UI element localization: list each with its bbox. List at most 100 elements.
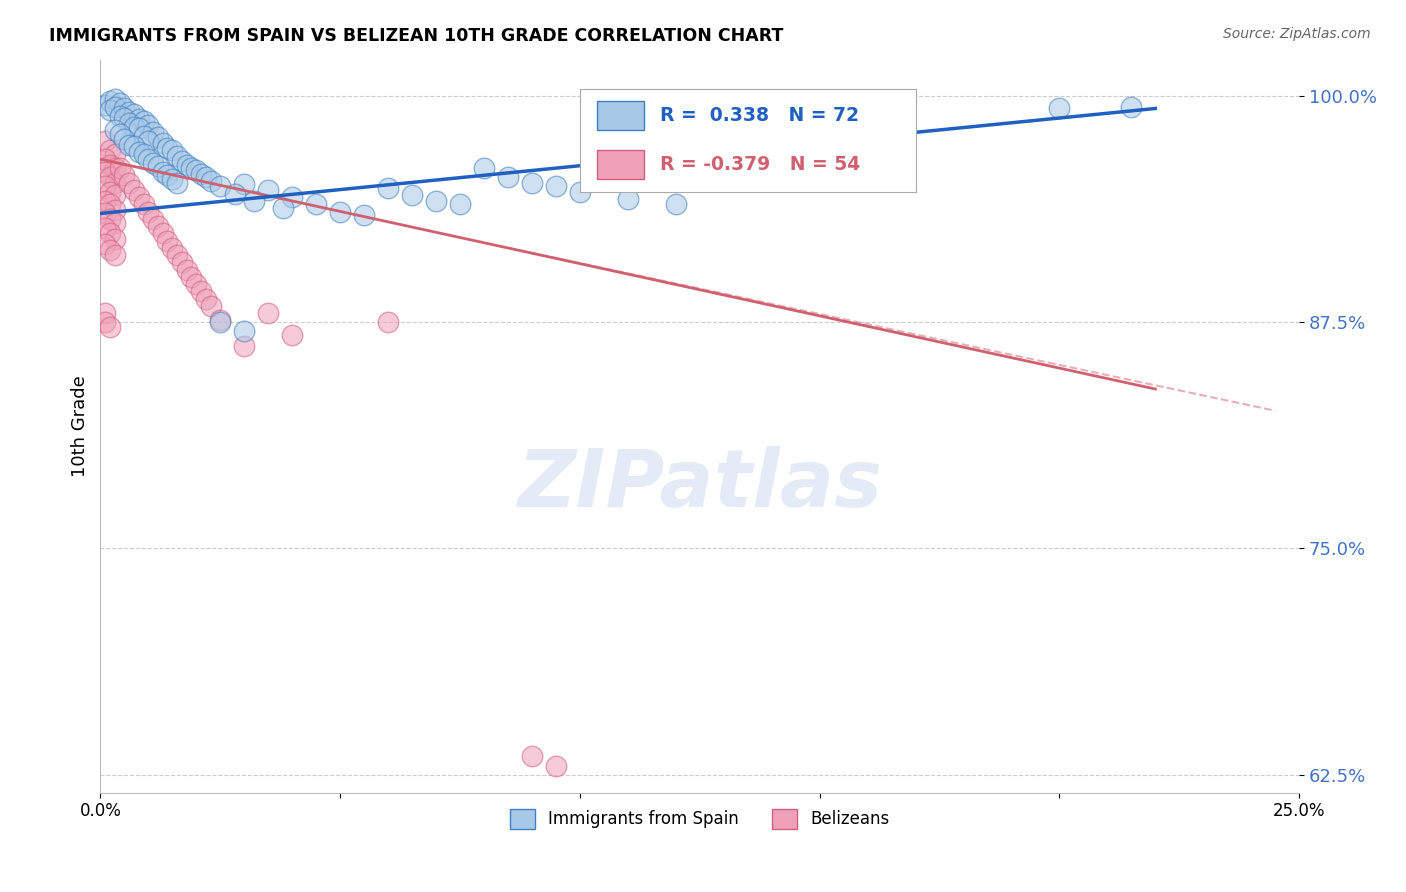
- Point: [166, 148, 188, 162]
- Point: [353, 208, 375, 222]
- Point: [146, 219, 169, 233]
- Point: [176, 158, 198, 172]
- Point: [94, 315, 117, 329]
- Point: [112, 111, 135, 125]
- Point: [108, 109, 131, 123]
- Point: [98, 158, 121, 172]
- Point: [1049, 102, 1071, 116]
- Point: [156, 141, 179, 155]
- Point: [190, 285, 212, 299]
- Point: [544, 179, 567, 194]
- Point: [520, 749, 543, 764]
- Point: [1121, 100, 1143, 114]
- Point: [152, 165, 174, 179]
- Point: [104, 188, 127, 202]
- Point: [377, 315, 399, 329]
- Point: [142, 155, 165, 169]
- Point: [146, 160, 169, 174]
- Point: [194, 292, 217, 306]
- Point: [170, 255, 193, 269]
- Point: [209, 315, 232, 329]
- Point: [136, 134, 159, 148]
- Point: [98, 94, 121, 108]
- Point: [257, 306, 280, 320]
- Point: [94, 221, 117, 235]
- Point: [136, 118, 159, 132]
- Point: [94, 134, 117, 148]
- Point: [233, 324, 256, 338]
- Point: [186, 163, 208, 178]
- Point: [112, 169, 135, 183]
- Point: [132, 146, 155, 161]
- Point: [132, 114, 155, 128]
- Point: [94, 165, 117, 179]
- Point: [132, 197, 155, 211]
- Point: [271, 201, 294, 215]
- Point: [94, 152, 117, 166]
- Point: [617, 192, 640, 206]
- Point: [243, 194, 266, 208]
- Point: [194, 170, 217, 185]
- Point: [94, 194, 117, 208]
- Point: [112, 132, 135, 146]
- Point: [98, 143, 121, 157]
- Point: [162, 241, 184, 255]
- Point: [329, 204, 352, 219]
- Point: [162, 143, 184, 157]
- Point: [281, 327, 304, 342]
- Point: [176, 262, 198, 277]
- Point: [166, 248, 188, 262]
- Point: [128, 112, 150, 127]
- Point: [142, 211, 165, 226]
- Point: [401, 188, 423, 202]
- Point: [180, 269, 202, 284]
- Point: [112, 102, 135, 116]
- Point: [98, 243, 121, 257]
- Point: [136, 204, 159, 219]
- Point: [122, 139, 145, 153]
- Point: [520, 176, 543, 190]
- Point: [132, 128, 155, 143]
- Point: [142, 125, 165, 139]
- Point: [122, 120, 145, 134]
- Point: [104, 215, 127, 229]
- Point: [152, 227, 174, 241]
- Point: [108, 96, 131, 111]
- Legend: Immigrants from Spain, Belizeans: Immigrants from Spain, Belizeans: [503, 802, 897, 836]
- Point: [544, 758, 567, 772]
- Point: [122, 183, 145, 197]
- Point: [146, 130, 169, 145]
- Point: [122, 107, 145, 121]
- Point: [108, 161, 131, 176]
- Point: [224, 186, 246, 201]
- Point: [104, 92, 127, 106]
- Point: [233, 178, 256, 192]
- Point: [156, 234, 179, 248]
- Point: [118, 137, 141, 152]
- Point: [98, 227, 121, 241]
- Point: [186, 277, 208, 291]
- Point: [98, 320, 121, 334]
- Point: [496, 170, 519, 185]
- Point: [104, 123, 127, 137]
- Point: [180, 161, 202, 176]
- Point: [233, 338, 256, 352]
- Point: [118, 105, 141, 120]
- Point: [136, 152, 159, 166]
- Text: IMMIGRANTS FROM SPAIN VS BELIZEAN 10TH GRADE CORRELATION CHART: IMMIGRANTS FROM SPAIN VS BELIZEAN 10TH G…: [49, 27, 783, 45]
- Point: [257, 183, 280, 197]
- Point: [104, 161, 127, 176]
- Point: [98, 197, 121, 211]
- Text: Source: ZipAtlas.com: Source: ZipAtlas.com: [1223, 27, 1371, 41]
- Point: [156, 169, 179, 183]
- Point: [166, 176, 188, 190]
- Point: [162, 172, 184, 186]
- Point: [104, 232, 127, 246]
- Point: [104, 248, 127, 262]
- Point: [128, 121, 150, 136]
- Point: [209, 313, 232, 327]
- Point: [152, 136, 174, 150]
- Point: [472, 161, 495, 176]
- Point: [128, 145, 150, 159]
- Point: [104, 146, 127, 161]
